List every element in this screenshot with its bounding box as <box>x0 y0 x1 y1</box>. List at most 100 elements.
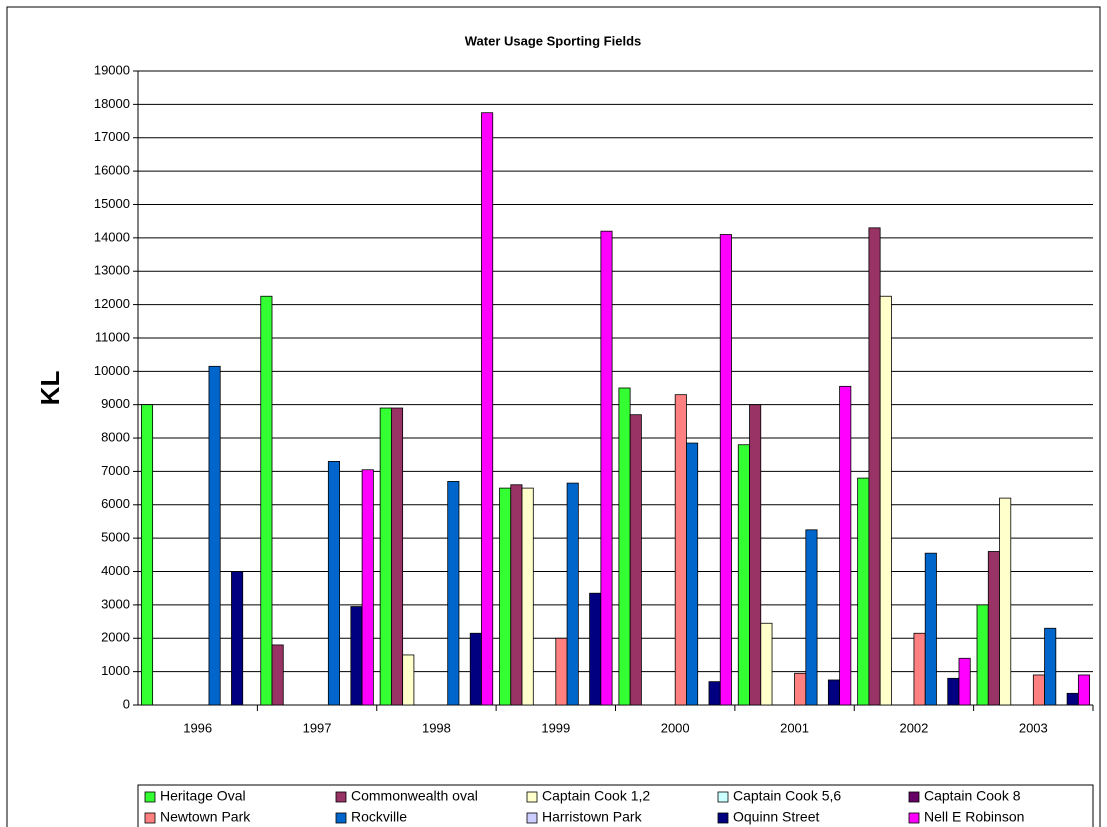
bar <box>618 387 631 706</box>
legend-label: Heritage Oval <box>160 788 246 804</box>
legend-swatch <box>908 791 920 803</box>
bar <box>958 657 971 706</box>
y-tick-label: 10000 <box>94 363 130 378</box>
y-tick-label: 17000 <box>94 129 130 144</box>
legend-swatch <box>908 812 920 824</box>
y-tick-label: 8000 <box>101 429 130 444</box>
y-tick-label: 13000 <box>94 263 130 278</box>
bar <box>749 404 762 706</box>
y-tick-label: 2000 <box>101 630 130 645</box>
bar <box>857 477 870 706</box>
bar <box>629 414 642 706</box>
y-tick-label: 11000 <box>95 329 130 344</box>
y-tick-label: 19000 <box>94 62 130 77</box>
bar <box>499 487 512 706</box>
bar <box>600 230 613 706</box>
legend-swatch <box>144 791 156 803</box>
bar <box>361 469 374 706</box>
bar <box>708 681 721 706</box>
y-tick-label: 15000 <box>94 196 130 211</box>
bar <box>469 632 482 706</box>
bar <box>913 632 926 706</box>
y-tick-label: 3000 <box>101 596 130 611</box>
bar <box>1044 627 1057 706</box>
bar <box>390 407 404 706</box>
y-tick-label: 4000 <box>101 563 130 578</box>
bar <box>1077 674 1091 706</box>
y-tick-label: 0 <box>123 696 130 711</box>
x-tick-label: 1997 <box>303 720 332 735</box>
bar <box>674 394 687 706</box>
bar <box>794 672 807 706</box>
y-tick-label: 16000 <box>94 163 130 178</box>
y-tick-label: 5000 <box>101 530 130 545</box>
bar <box>510 484 523 706</box>
bar <box>737 444 750 706</box>
legend-label: Nell E Robinson <box>924 809 1024 825</box>
bar <box>521 487 534 706</box>
x-tick-label: 1996 <box>183 720 212 735</box>
legend-swatch <box>144 812 156 824</box>
bar <box>719 234 732 706</box>
x-tick-label: 2002 <box>899 720 928 735</box>
bar <box>327 461 340 706</box>
legend-swatch <box>335 791 347 803</box>
bar <box>686 442 699 706</box>
legend-box <box>137 784 1094 827</box>
y-tick-label: 12000 <box>94 296 130 311</box>
legend-swatch <box>526 791 538 803</box>
bar <box>447 481 460 706</box>
bar <box>271 644 284 706</box>
x-tick-label: 2001 <box>780 720 809 735</box>
bar <box>947 677 960 706</box>
y-tick-label: 7000 <box>101 463 130 478</box>
bar <box>350 606 363 706</box>
y-tick-label: 18000 <box>94 96 130 111</box>
y-tick-label: 6000 <box>101 496 130 511</box>
bar <box>481 112 494 706</box>
legend-swatch <box>526 812 538 824</box>
bar <box>760 622 773 706</box>
y-tick-label: 1000 <box>101 663 130 678</box>
legend-swatch <box>717 791 729 803</box>
bar <box>231 571 244 706</box>
legend-swatch <box>335 812 347 824</box>
x-tick-label: 1998 <box>422 720 451 735</box>
bar <box>402 654 415 706</box>
legend-label: Rockville <box>351 809 407 825</box>
bar <box>208 365 221 706</box>
bar <box>976 604 989 706</box>
legend-label: Harristown Park <box>542 809 643 825</box>
bar <box>566 482 579 706</box>
legend-label: Oquinn Street <box>733 809 819 825</box>
bar <box>1066 692 1079 706</box>
bar <box>260 295 273 706</box>
bar <box>140 404 154 706</box>
bar <box>805 529 818 706</box>
bar <box>827 679 841 706</box>
legend-label: Commonwealth oval <box>351 788 478 804</box>
bar <box>924 552 937 706</box>
y-tick-label: 14000 <box>94 229 130 244</box>
bar <box>868 227 881 706</box>
bar <box>1032 674 1045 706</box>
legend-swatch <box>717 812 729 824</box>
bar <box>987 551 1000 706</box>
legend-label: Captain Cook 8 <box>924 788 1021 804</box>
y-axis-label: KL <box>35 371 65 406</box>
y-tick-label: 9000 <box>101 396 130 411</box>
bar <box>555 637 568 706</box>
legend-label: Newtown Park <box>160 809 251 825</box>
legend-label: Captain Cook 1,2 <box>542 788 650 804</box>
bar <box>999 497 1012 706</box>
x-tick-label: 1999 <box>541 720 570 735</box>
bar <box>589 592 602 706</box>
chart-title: Water Usage Sporting Fields <box>465 33 642 48</box>
x-tick-label: 2000 <box>661 720 690 735</box>
bar <box>839 385 852 706</box>
legend-label: Captain Cook 5,6 <box>733 788 841 804</box>
bar <box>379 407 392 706</box>
x-tick-label: 2003 <box>1019 720 1048 735</box>
